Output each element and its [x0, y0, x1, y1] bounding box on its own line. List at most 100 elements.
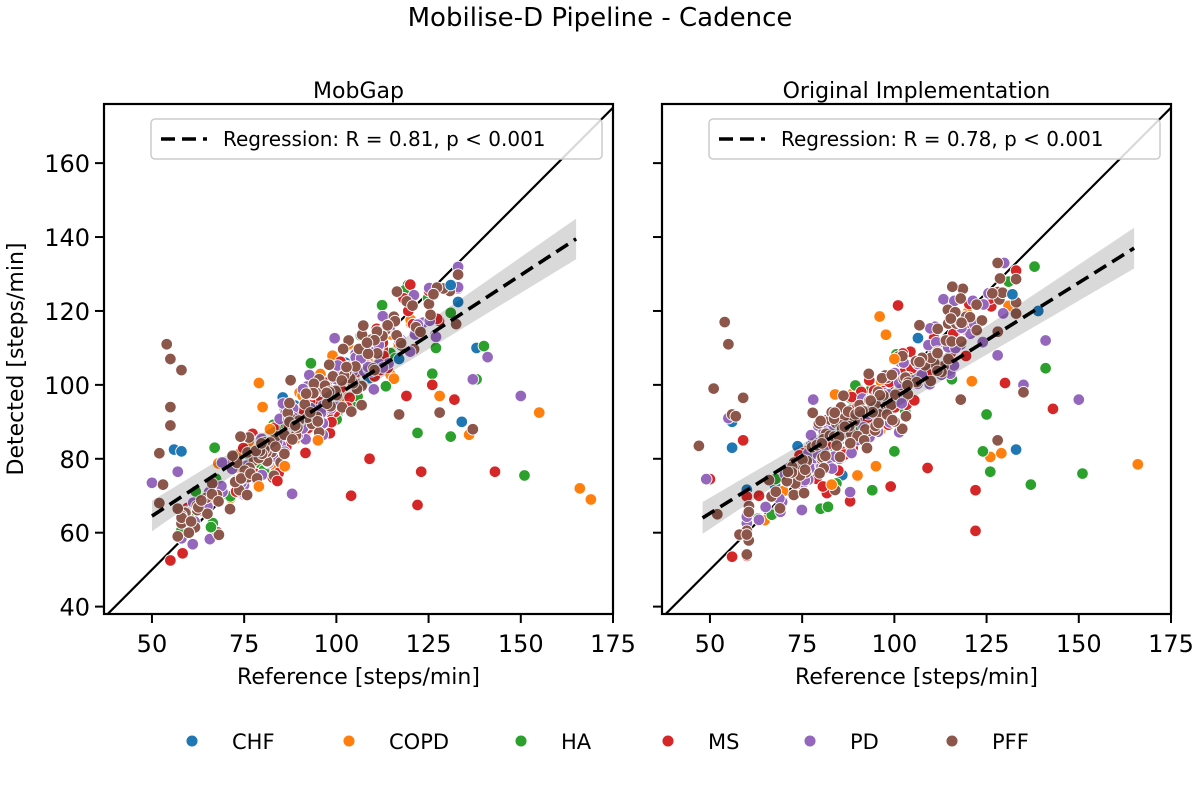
scatter-point — [911, 331, 925, 345]
scatter-point — [488, 465, 502, 478]
scatter-point — [367, 383, 381, 396]
x-tick-label: 150 — [498, 630, 544, 658]
panel-original-implementation: Original Implementation 50 75 100 125 150 175 R… — [653, 79, 1194, 690]
scatter-point — [993, 272, 1007, 285]
scatter-point — [946, 280, 959, 293]
scatter-point — [145, 476, 159, 490]
scatter-point — [285, 487, 299, 501]
legend-marker — [803, 734, 817, 748]
scatter-point — [444, 278, 457, 292]
scatter-point — [884, 480, 897, 493]
y-tick-label: 120 — [44, 298, 90, 326]
scatter-point — [532, 406, 546, 419]
x-tick-label: 100 — [871, 630, 917, 658]
scatter-point — [725, 550, 739, 563]
regression-ci-band — [151, 218, 577, 532]
scatter-point — [879, 328, 893, 341]
scatter-point — [814, 414, 827, 428]
scatter-point — [1009, 307, 1023, 320]
scatter-point — [278, 459, 291, 473]
scatter-point — [998, 376, 1012, 390]
scatter-point — [873, 310, 886, 323]
scatter-point — [481, 350, 494, 364]
y-tick-label: 140 — [44, 224, 90, 252]
scatter-point — [819, 449, 832, 463]
scatter-point — [153, 496, 166, 510]
scatter-point — [299, 387, 313, 400]
scatter-point — [1072, 393, 1086, 406]
scatter-point — [729, 410, 743, 423]
x-tick-label: 150 — [1056, 630, 1102, 658]
scatter-point — [830, 439, 843, 452]
scatter-point — [740, 528, 754, 541]
scatter-point — [969, 524, 982, 538]
legend-label: Regression: R = 0.78, p < 0.001 — [781, 127, 1104, 151]
scatter-points — [692, 256, 1145, 563]
scatter-point — [164, 419, 177, 432]
scatter-point — [263, 422, 277, 436]
scatter-point — [514, 389, 528, 403]
scatter-point — [806, 406, 819, 420]
scatter-points — [145, 260, 598, 567]
scatter-point — [451, 295, 465, 309]
scatter-point — [955, 316, 968, 329]
scatter-point — [769, 485, 783, 498]
scatter-point — [379, 380, 393, 393]
scatter-point — [426, 378, 439, 392]
legend-label: PFF — [992, 730, 1029, 754]
scatter-point — [798, 463, 812, 476]
x-tick-label: 100 — [313, 630, 359, 658]
scatter-point — [278, 447, 291, 461]
scatter-point — [195, 494, 208, 507]
scatter-point — [991, 434, 1004, 447]
scatter-point — [873, 388, 887, 402]
scatter-point — [944, 312, 958, 325]
scatter-point — [201, 507, 214, 520]
scatter-point — [424, 308, 437, 322]
x-tick-label: 125 — [964, 630, 1010, 658]
scatter-point — [954, 292, 967, 305]
scatter-point — [448, 393, 461, 406]
legend-marker — [661, 734, 675, 748]
regression-line — [701, 246, 1136, 520]
scatter-point — [1024, 478, 1038, 491]
scatter-point — [336, 342, 350, 356]
scatter-point — [931, 346, 944, 360]
scatter-point — [752, 513, 766, 527]
scatter-point — [345, 405, 358, 418]
scatter-point — [707, 382, 720, 395]
scatter-point — [813, 467, 826, 480]
scatter-point — [427, 287, 440, 301]
scatter-point — [1028, 260, 1041, 273]
scatter-point — [212, 528, 226, 542]
scatter-point — [444, 430, 457, 443]
scatter-point — [271, 474, 284, 488]
axes-frame — [102, 102, 615, 616]
scatter-point — [361, 347, 375, 361]
scatter-point — [1039, 361, 1052, 375]
scatter-point — [976, 445, 990, 458]
scatter-point — [304, 357, 318, 370]
legend-frame — [708, 118, 1161, 160]
scatter-point — [965, 374, 979, 388]
scatter-point — [269, 440, 282, 454]
legend-item-ms: MS — [661, 730, 739, 754]
scatter-point — [969, 483, 982, 497]
legend-item-ha: HA — [514, 730, 592, 754]
scatter-point — [311, 415, 325, 428]
scatter-point — [451, 268, 465, 281]
scatter-point — [843, 485, 857, 499]
scatter-point — [394, 336, 408, 350]
scatter-point — [888, 352, 901, 366]
scatter-point — [851, 469, 864, 482]
scatter-point — [970, 323, 983, 337]
scatter-point — [984, 465, 997, 478]
scatter-point — [311, 434, 325, 447]
scatter-point — [186, 537, 199, 551]
scatter-point — [175, 363, 188, 377]
scatter-point — [322, 358, 336, 371]
scatter-point — [466, 373, 480, 386]
x-tick-label: 75 — [787, 630, 818, 658]
scatter-point — [970, 298, 983, 311]
legend-marker — [185, 734, 199, 748]
